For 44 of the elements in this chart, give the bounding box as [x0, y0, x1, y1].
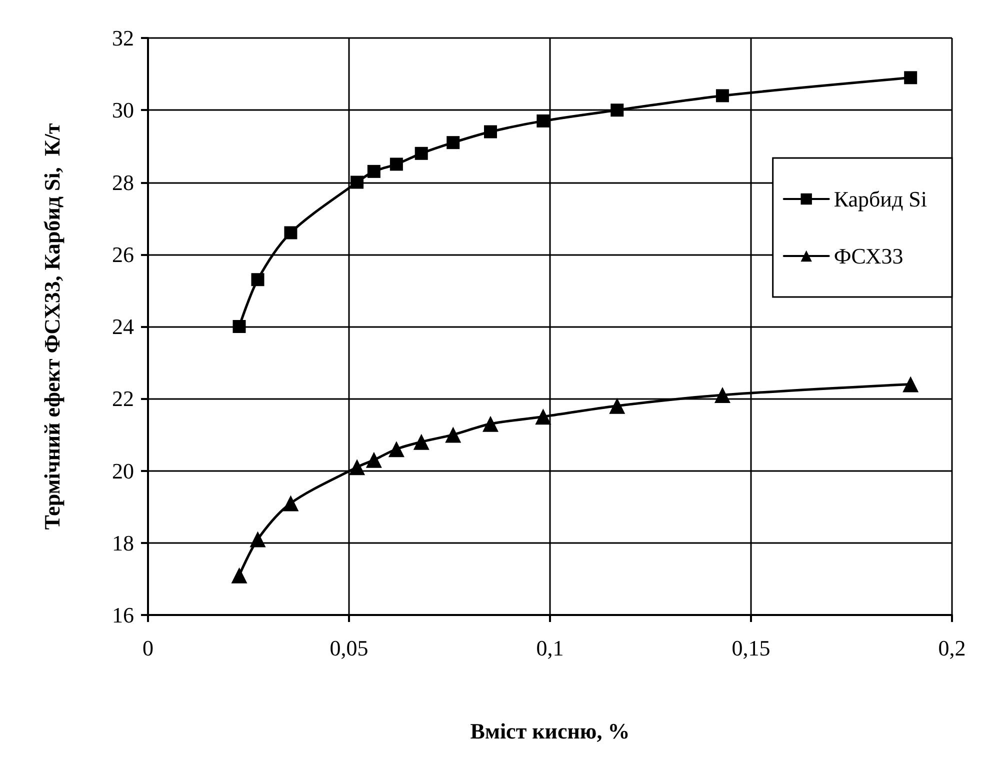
point: [716, 89, 729, 102]
x-tick-label: 0,1: [536, 636, 564, 660]
point: [350, 176, 364, 189]
y-tick-label: 28: [112, 170, 134, 195]
x-tick-label: 0: [142, 636, 154, 660]
point: [284, 226, 298, 240]
y-tick-label: 30: [112, 98, 134, 123]
point: [251, 273, 264, 286]
point: [250, 531, 266, 548]
point: [349, 459, 366, 476]
y-axis-title: Термічний ефект ФСХ33, Карбид Si, К/т: [40, 123, 64, 530]
legend-label: ФСХ33: [834, 244, 904, 268]
legend-label: Карбид Si: [834, 186, 927, 212]
x-tick-label: 0,2: [938, 636, 966, 660]
point: [484, 125, 498, 138]
y-tick-label: 26: [112, 242, 134, 267]
point: [231, 567, 248, 584]
y-tick-label: 24: [112, 314, 134, 339]
point: [413, 434, 430, 450]
point: [536, 114, 550, 128]
x-axis-title: Вміст кисню, %: [470, 718, 630, 744]
point: [414, 146, 428, 160]
point: [390, 158, 403, 171]
point: [282, 495, 299, 512]
point: [714, 387, 730, 404]
point: [482, 416, 499, 432]
point: [232, 320, 246, 333]
point: [902, 376, 919, 392]
y-tick-label: 32: [112, 26, 134, 50]
point: [609, 398, 626, 414]
point: [366, 452, 382, 468]
y-tick-label: 20: [112, 458, 134, 484]
point: [904, 71, 918, 84]
point: [446, 136, 460, 150]
point: [610, 104, 624, 117]
y-tick-label: 18: [112, 530, 134, 556]
y-tick-label: 22: [112, 386, 134, 412]
point: [445, 426, 462, 443]
y-tick-label: 16: [112, 602, 134, 628]
point: [535, 408, 552, 425]
x-tick-label: 0,05: [330, 636, 368, 660]
x-tick-label: 0,15: [732, 636, 770, 660]
point: [367, 164, 380, 178]
point: [388, 441, 404, 458]
